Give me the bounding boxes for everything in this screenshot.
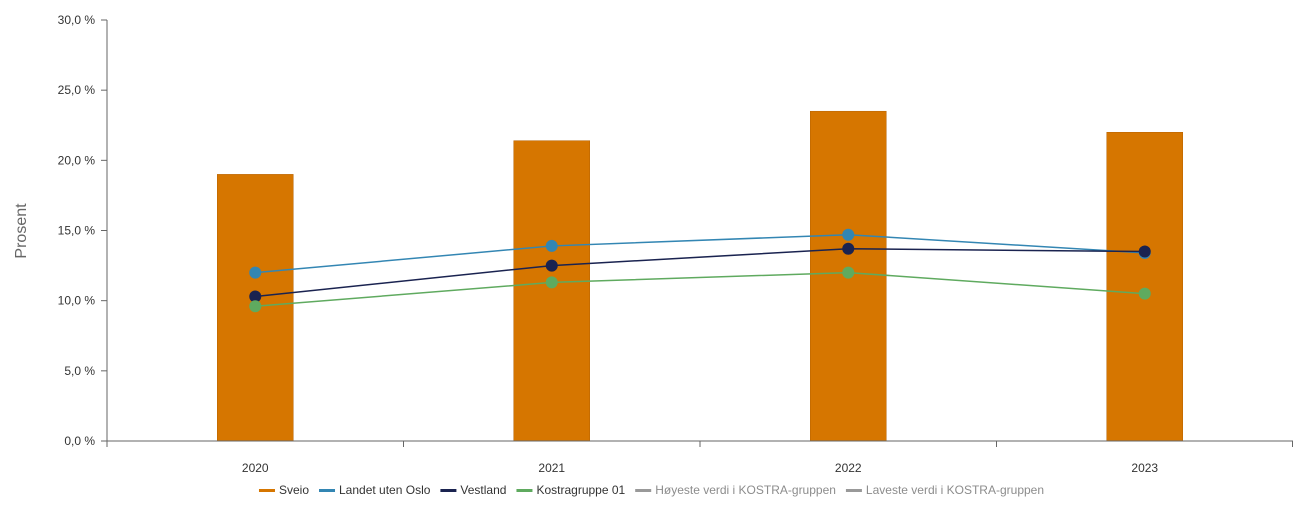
- legend: Sveio Landet uten Oslo Vestland Kostragrupp…: [258, 483, 1044, 497]
- point-vestland-2022[interactable]: [842, 242, 855, 255]
- legend-swatch: [635, 489, 652, 492]
- legend-item[interactable]: Laveste verdi i KOSTRA-gruppen: [845, 483, 1044, 497]
- point-kostragruppe-01-2021[interactable]: [545, 276, 558, 289]
- y-tick-label: 30,0 %: [58, 13, 96, 27]
- legend-swatch: [319, 489, 336, 492]
- line-landet-uten-oslo: [255, 233, 1145, 274]
- y-tick-label: 15,0 %: [58, 224, 96, 238]
- legend-item[interactable]: Vestland: [440, 483, 506, 497]
- legend-item[interactable]: Kostragruppe 01: [516, 483, 626, 497]
- point-landet-uten-oslo-2022[interactable]: [842, 228, 855, 241]
- line-vestland: [255, 247, 1145, 298]
- legend-swatch: [258, 489, 275, 492]
- line-kostragruppe-01: [255, 271, 1145, 308]
- legend-item[interactable]: Høyeste verdi i KOSTRA-gruppen: [635, 483, 836, 497]
- legend-label: Laveste verdi i KOSTRA-gruppen: [866, 483, 1044, 497]
- line-series: [249, 228, 1151, 313]
- point-landet-uten-oslo-2021[interactable]: [545, 239, 558, 252]
- x-tick-label: 2021: [538, 461, 565, 475]
- legend-label: Sveio: [279, 483, 309, 497]
- legend-label: Vestland: [460, 483, 506, 497]
- point-kostragruppe-01-2020[interactable]: [249, 300, 262, 313]
- point-vestland-2020[interactable]: [249, 290, 262, 303]
- y-tick-label: 20,0 %: [58, 153, 96, 167]
- legend-swatch: [440, 489, 457, 492]
- legend-swatch: [845, 489, 862, 492]
- legend-label: Høyeste verdi i KOSTRA-gruppen: [655, 483, 836, 497]
- legend-item[interactable]: Landet uten Oslo: [319, 483, 431, 497]
- x-axis: 2020 2021 2022 2023: [106, 440, 1293, 475]
- point-kostragruppe-01-2023[interactable]: [1138, 287, 1151, 300]
- point-kostragruppe-01-2022[interactable]: [842, 266, 855, 279]
- point-vestland-2021[interactable]: [545, 259, 558, 272]
- y-tick-label: 5,0 %: [64, 364, 95, 378]
- x-tick-label: 2020: [242, 461, 269, 475]
- bar-sveio-2023[interactable]: [1106, 132, 1183, 442]
- legend-item[interactable]: Sveio: [258, 483, 309, 497]
- legend-swatch: [516, 489, 533, 492]
- y-tick-label: 0,0 %: [64, 434, 95, 448]
- bar-series: [217, 110, 1183, 442]
- y-axis: 0,0 % 5,0 % 10,0 % 15,0 % 20,0 % 25,0 % 30,0 %: [58, 13, 108, 448]
- point-vestland-2023[interactable]: [1138, 245, 1151, 258]
- legend-label: Kostragruppe 01: [536, 483, 625, 497]
- x-tick-label: 2023: [1131, 461, 1158, 475]
- legend-label: Landet uten Oslo: [339, 483, 431, 497]
- y-tick-label: 25,0 %: [58, 83, 96, 97]
- point-landet-uten-oslo-2020[interactable]: [249, 266, 262, 279]
- bar-sveio-2021[interactable]: [513, 140, 590, 442]
- y-tick-label: 10,0 %: [58, 294, 96, 308]
- x-tick-label: 2022: [835, 461, 862, 475]
- y-axis-title: Prosent: [13, 203, 30, 259]
